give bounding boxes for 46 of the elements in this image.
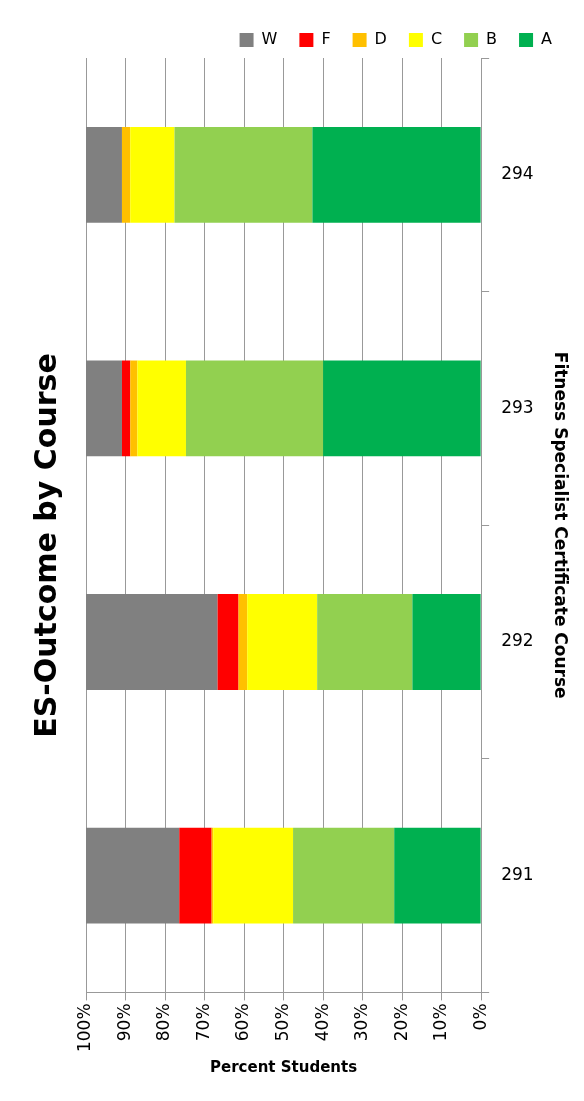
x-tick-label: 50% (272, 1003, 292, 1042)
bar (247, 594, 318, 690)
bar (323, 360, 481, 457)
legend-label: C (430, 29, 443, 49)
bar (179, 827, 212, 924)
bar (412, 594, 481, 690)
bar (238, 594, 248, 690)
x-tick-label: 90% (113, 1003, 134, 1042)
bar (312, 126, 481, 223)
legend-label: W (261, 29, 278, 49)
bar (137, 360, 186, 457)
x-tick-label: 80% (153, 1003, 174, 1042)
bar (217, 594, 239, 690)
y-tick-label: 293 (501, 396, 534, 417)
bar (86, 827, 180, 924)
x-tick-label: 100% (74, 1003, 95, 1053)
y-tick-label: 294 (501, 163, 534, 184)
bar (121, 126, 131, 223)
x-axis-title: Percent Students (210, 1057, 358, 1076)
bar (174, 126, 313, 223)
legend-label: F (321, 29, 331, 49)
bar (86, 360, 122, 457)
bar (394, 827, 481, 924)
bar (293, 827, 395, 924)
y-axis-title: Fitness Specialist Certificate Course (551, 351, 572, 699)
bar (317, 594, 413, 690)
legend-label: A (541, 29, 553, 49)
bar (213, 827, 294, 924)
bar (130, 126, 175, 223)
x-tick-label: 70% (192, 1003, 213, 1042)
bar (121, 360, 131, 457)
text: ES-Outcome by Course (27, 353, 63, 738)
bar (86, 126, 122, 223)
x-tick-label: 0% (469, 1003, 490, 1031)
bar (130, 360, 138, 457)
x-tick-label: 30% (351, 1003, 372, 1042)
x-tick-label: 60% (232, 1003, 253, 1042)
y-tick-label: 291 (501, 864, 534, 885)
bar (185, 360, 324, 457)
legend-label: B (486, 29, 498, 49)
y-tick-label: 292 (501, 630, 534, 651)
x-tick-label: 40% (311, 1003, 332, 1042)
x-tick-label: 10% (430, 1003, 451, 1042)
bar (86, 594, 218, 690)
x-tick-label: 20% (390, 1003, 411, 1042)
legend-label: D (374, 29, 387, 49)
